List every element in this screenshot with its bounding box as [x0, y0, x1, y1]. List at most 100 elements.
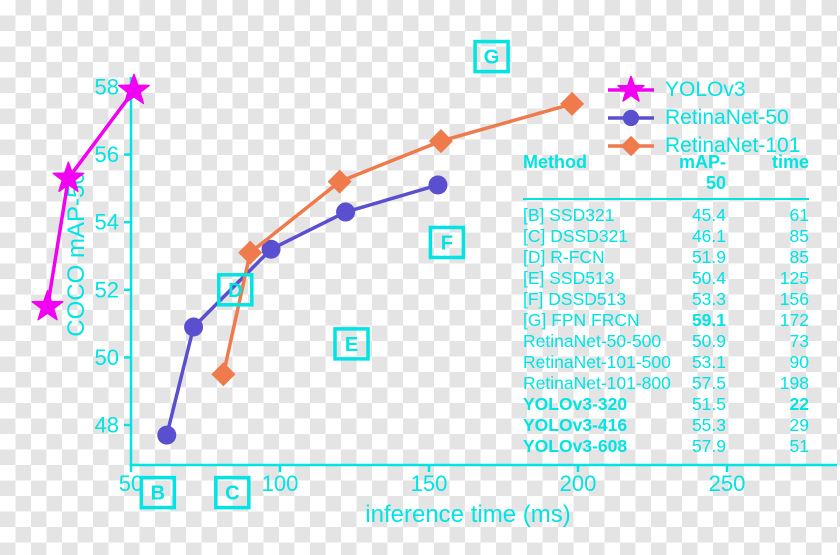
method-cell: [E] SSD513 — [523, 268, 615, 288]
table-row: [E] SSD513 50.4 125 — [523, 268, 809, 289]
diamond-marker — [211, 362, 236, 387]
method-cell: [D] R-FCN — [523, 247, 605, 267]
y-tick-label: 56 — [95, 142, 119, 167]
series-line-retinanet-101 — [221, 102, 573, 375]
performance-table: Method mAP-50 time [B] SSD321 45.4 61 [C] D… — [523, 152, 809, 457]
annotation-box-E — [333, 327, 370, 361]
method-cell: YOLOv3-416 — [523, 415, 628, 435]
legend-label-retinanet-50: RetinaNet-50 — [665, 106, 789, 129]
annotation-box-F — [428, 225, 466, 260]
annotation-letter-G: G — [484, 47, 500, 69]
circle-marker — [622, 109, 640, 127]
time-cell: 172 — [779, 310, 809, 330]
table-row: [F] DSSD513 53.3 156 — [523, 289, 809, 310]
annotation-letter-D: D — [228, 280, 242, 302]
diamond-marker — [428, 129, 453, 154]
star-marker — [52, 161, 85, 192]
annotation-letter-B: B — [151, 483, 165, 505]
table-header: Method mAP-50 time — [523, 152, 809, 200]
y-tick-label: 58 — [95, 75, 119, 100]
map50-cell: 46.1 — [691, 226, 726, 246]
table-row: YOLOv3-608 57.9 51 — [523, 436, 809, 457]
circle-marker — [336, 202, 356, 222]
legend-item-yolov3: YOLOv3 — [604, 75, 800, 104]
series-line-retinanet-50 — [165, 183, 439, 436]
table-row: YOLOv3-416 55.3 29 — [523, 415, 809, 436]
annotation-letter-C: C — [225, 483, 239, 505]
table-row: RetinaNet-101-500 53.1 90 — [523, 352, 809, 373]
map50-cell: 55.3 — [691, 415, 726, 435]
legend-item-retinanet-50: RetinaNet-50 — [604, 104, 800, 132]
method-cell: YOLOv3-320 — [523, 394, 628, 414]
time-cell: 61 — [789, 205, 809, 225]
circle-marker — [428, 175, 448, 195]
map50-cell: 51.5 — [691, 394, 726, 414]
x-tick-label: 250 — [709, 471, 746, 496]
map50-cell: 50.4 — [691, 268, 726, 288]
star-marker — [31, 289, 64, 321]
x-tick-label: 200 — [560, 471, 597, 496]
map50-cell: 57.9 — [691, 436, 726, 456]
circle-marker-icon — [604, 104, 658, 132]
star-marker — [617, 75, 645, 102]
map50-cell: 51.9 — [691, 247, 726, 267]
method-cell: [F] DSSD513 — [523, 289, 627, 309]
map50-cell: 57.5 — [691, 373, 726, 393]
annotation-letter-F: F — [441, 232, 453, 254]
annotation-box-C — [214, 475, 251, 510]
x-tick-label: 150 — [411, 471, 448, 496]
map50-cell: 45.4 — [691, 205, 726, 225]
legend-label-yolov3: YOLOv3 — [665, 78, 746, 101]
x-tick-label: 100 — [262, 471, 299, 496]
annotation-box-D — [217, 273, 254, 307]
table-body: [B] SSD321 45.4 61 [C] DSSD321 46.1 85 [D] R-F… — [523, 205, 809, 457]
time-cell: 125 — [779, 268, 809, 288]
star-legend-glyph — [608, 75, 654, 102]
method-cell: YOLOv3-608 — [523, 436, 628, 456]
series-line-yolov3 — [45, 89, 136, 307]
legend-label-retinanet-101: RetinaNet-101 — [665, 134, 801, 157]
method-cell: [G] FPN FRCN — [523, 310, 640, 330]
map50-cell: 50.9 — [691, 331, 726, 351]
map50-cell: 53.3 — [691, 289, 726, 309]
annotation-box-G — [473, 39, 510, 74]
table-row: [B] SSD321 45.4 61 — [523, 205, 809, 226]
method-cell: [B] SSD321 — [523, 205, 615, 225]
time-cell: 73 — [789, 331, 809, 351]
table-row: RetinaNet-101-800 57.5 198 — [523, 373, 809, 394]
star-marker — [118, 73, 150, 105]
legend-item-retinanet-101: RetinaNet-101 — [604, 132, 800, 160]
diamond-marker — [327, 169, 352, 194]
method-cell: RetinaNet-101-800 — [523, 373, 671, 393]
table-row: [C] DSSD321 46.1 85 — [523, 226, 809, 247]
y-tick-label: 50 — [95, 345, 119, 370]
time-cell: 198 — [779, 373, 809, 393]
header-method: Method — [523, 152, 587, 172]
map50-cell: 59.1 — [691, 310, 726, 330]
diamond-marker — [560, 91, 585, 116]
circle-legend-glyph — [608, 109, 654, 127]
method-cell: RetinaNet-50-500 — [523, 331, 662, 351]
time-cell: 156 — [779, 289, 809, 309]
table-row: YOLOv3-320 51.5 22 — [523, 394, 809, 415]
method-cell: [C] DSSD321 — [523, 226, 629, 246]
circle-marker — [157, 425, 177, 445]
time-cell: 22 — [789, 394, 809, 414]
method-cell: RetinaNet-101-500 — [523, 352, 671, 372]
table-row: [G] FPN FRCN 59.1 172 — [523, 310, 809, 331]
diamond-legend-glyph — [608, 135, 654, 157]
chart-legend: YOLOv3 RetinaNet-50 RetinaNet-101 — [604, 75, 800, 160]
header-map50: mAP-50 — [678, 152, 726, 193]
time-cell: 85 — [789, 247, 809, 267]
time-cell: 90 — [789, 352, 809, 372]
map50-cell: 53.1 — [691, 352, 726, 372]
annotation-box-B — [139, 475, 177, 510]
annotation-letter-E: E — [345, 334, 358, 356]
circle-marker — [184, 317, 204, 337]
table-row: [D] R-FCN 51.9 85 — [523, 247, 809, 268]
diamond-marker-icon — [604, 132, 658, 160]
y-tick-label: 54 — [95, 210, 119, 235]
star-marker-icon — [604, 75, 658, 104]
